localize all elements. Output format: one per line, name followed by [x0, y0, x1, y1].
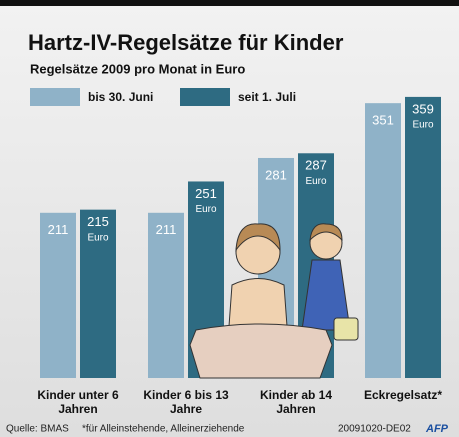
unit-label: Euro: [412, 120, 434, 131]
value-label: 281: [265, 167, 287, 182]
x-tick-label: Kinder ab 14 Jahren: [251, 388, 341, 416]
value-label: 351: [372, 113, 394, 128]
chart-subtitle: Regelsätze 2009 pro Monat in Euro: [30, 61, 245, 76]
legend-swatch: [30, 88, 80, 106]
value-label: 211: [156, 222, 177, 237]
infographic: Hartz-IV-Regelsätze für Kinder Regelsätz…: [0, 0, 459, 437]
value-label: 211: [48, 222, 69, 237]
value-label: 359: [412, 101, 434, 116]
value-label: 287: [305, 158, 327, 173]
legend-label: seit 1. Juli: [238, 90, 296, 104]
value-label: 215: [87, 214, 109, 229]
unit-label: Euro: [87, 232, 109, 243]
bar: [365, 103, 401, 378]
source: Quelle: BMAS: [6, 424, 69, 435]
bar: [148, 213, 184, 378]
agency-logo: AFP: [425, 423, 449, 435]
footnote: *für Alleinstehende, Alleinerziehende: [82, 424, 245, 435]
legend-label: bis 30. Juni: [88, 90, 153, 104]
chart: Hartz-IV-Regelsätze für Kinder Regelsätz…: [0, 0, 459, 437]
x-tick-label: Eckregelsatz*: [348, 388, 458, 402]
unit-label: Euro: [195, 204, 217, 215]
x-tick-label: Kinder unter 6 Jahren: [33, 388, 123, 416]
code: 20091020-DE02: [338, 424, 411, 435]
unit-label: Euro: [305, 176, 327, 187]
legend-swatch: [180, 88, 230, 106]
chart-title: Hartz-IV-Regelsätze für Kinder: [28, 30, 344, 55]
bar: [405, 97, 441, 378]
x-tick-label: Kinder 6 bis 13 Jahre: [141, 388, 231, 416]
bar: [40, 213, 76, 378]
top-rule: [0, 0, 459, 6]
value-label: 251: [195, 186, 217, 201]
